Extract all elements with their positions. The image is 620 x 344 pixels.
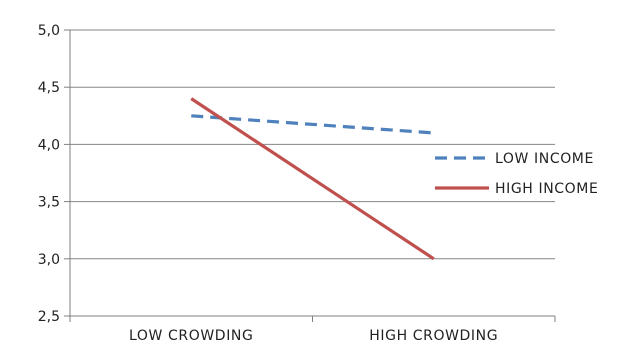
x-tick-label: LOW CROWDING: [129, 328, 253, 344]
x-tick-labels: LOW CROWDING HIGH CROWDING: [69, 316, 556, 344]
series-line-low-income: [191, 114, 434, 135]
y-tick-label: 2,5: [38, 309, 60, 325]
y-tick-label: 4,0: [38, 137, 60, 153]
series-lines: [190, 97, 435, 261]
gridlines: [64, 29, 555, 317]
y-tick-label: 3,5: [38, 195, 60, 211]
series-line-high-income: [190, 97, 435, 261]
legend: LOW INCOME HIGH INCOME: [435, 151, 598, 197]
x-tick-label: HIGH CROWDING: [369, 328, 498, 344]
legend-label: LOW INCOME: [495, 151, 594, 167]
axes: [69, 30, 555, 317]
y-tick-label: 4,5: [38, 80, 60, 96]
y-tick-label: 5,0: [38, 23, 60, 39]
legend-label: HIGH INCOME: [495, 181, 598, 197]
y-tick-label: 3,0: [38, 252, 60, 268]
y-tick-labels: 2,5 3,0 3,5 4,0 4,5 5,0: [38, 23, 60, 325]
